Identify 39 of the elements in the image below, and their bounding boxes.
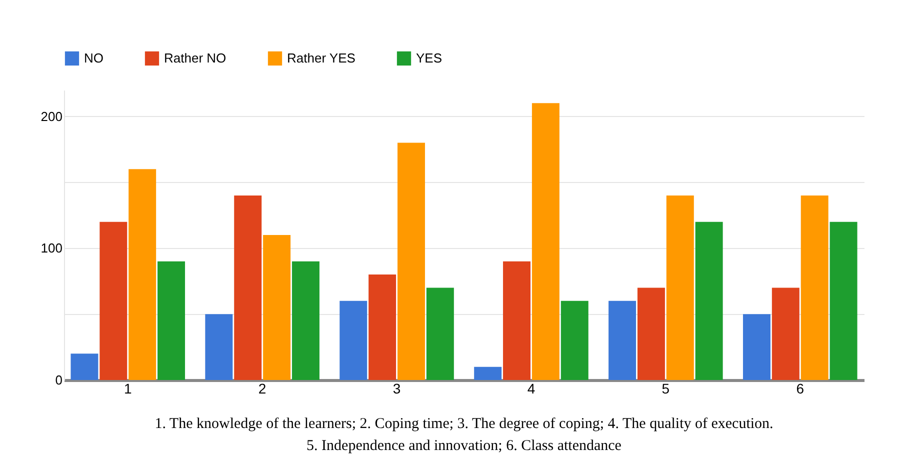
bar	[637, 288, 665, 380]
x-tick-label: 2	[258, 380, 266, 396]
bar	[560, 300, 588, 380]
bar	[772, 288, 800, 380]
bar	[292, 261, 320, 380]
bar	[128, 169, 156, 380]
bar	[397, 142, 425, 380]
bar	[666, 195, 694, 380]
x-tick-label: 6	[796, 380, 804, 396]
bar	[742, 314, 770, 380]
bar	[532, 103, 560, 380]
bar	[830, 222, 858, 380]
bar	[695, 222, 723, 380]
bar	[608, 300, 636, 380]
y-tick-label: 100	[40, 240, 62, 256]
x-tick-label: 4	[527, 380, 536, 396]
bar	[340, 300, 368, 380]
bar	[263, 235, 291, 380]
bar	[800, 195, 828, 380]
bar	[426, 288, 454, 380]
x-tick-label: 5	[662, 380, 670, 396]
bar	[205, 314, 233, 380]
legend-label: NO	[84, 50, 104, 66]
bar	[70, 354, 98, 380]
bar	[100, 222, 128, 380]
legend-label: YES	[416, 50, 442, 66]
y-tick-label: 0	[55, 372, 62, 388]
bar	[503, 261, 531, 380]
legend-label: Rather YES	[287, 50, 356, 66]
x-tick-label: 1	[124, 380, 132, 396]
bar	[474, 366, 502, 380]
x-tick-label: 3	[392, 380, 401, 396]
legend-label: Rather NO	[164, 50, 226, 66]
text: 1. The knowledge of the learners; 2. Coping time; 3. The degree of coping; 4. The quality of execution.	[154, 416, 774, 432]
bar	[158, 261, 186, 380]
text: 5. Independence and innovation; 6. Class attendance	[306, 438, 622, 454]
bar	[368, 274, 396, 380]
bar	[234, 195, 262, 380]
y-tick-label: 200	[40, 108, 62, 124]
